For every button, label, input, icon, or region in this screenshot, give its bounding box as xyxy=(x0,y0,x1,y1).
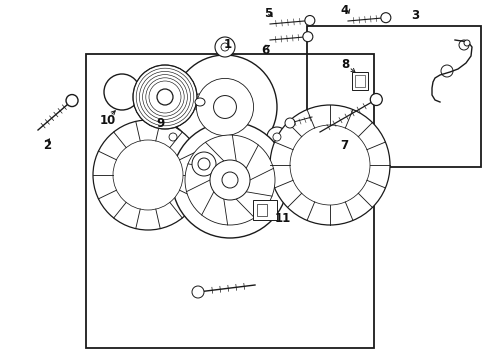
Circle shape xyxy=(285,118,295,128)
Bar xyxy=(253,200,277,220)
Bar xyxy=(307,26,481,167)
Circle shape xyxy=(222,172,238,188)
Text: 4: 4 xyxy=(341,4,349,17)
Text: 6: 6 xyxy=(261,44,269,57)
Bar xyxy=(86,54,374,348)
Circle shape xyxy=(192,152,216,176)
Circle shape xyxy=(214,95,237,118)
Bar xyxy=(355,75,365,87)
Circle shape xyxy=(267,127,287,147)
Circle shape xyxy=(273,133,281,141)
Circle shape xyxy=(113,140,183,210)
Circle shape xyxy=(169,133,177,141)
Circle shape xyxy=(133,65,197,129)
Circle shape xyxy=(290,125,370,205)
Text: 7: 7 xyxy=(340,139,348,152)
Circle shape xyxy=(93,120,203,230)
Ellipse shape xyxy=(195,98,205,106)
Bar xyxy=(257,204,267,216)
Circle shape xyxy=(66,95,78,107)
Bar xyxy=(352,72,368,90)
Circle shape xyxy=(381,13,391,23)
Circle shape xyxy=(305,15,315,26)
Text: 5: 5 xyxy=(264,6,272,19)
Text: 2: 2 xyxy=(43,139,51,152)
Text: 1: 1 xyxy=(224,37,232,50)
Circle shape xyxy=(303,32,313,42)
Circle shape xyxy=(221,43,229,51)
Circle shape xyxy=(185,135,275,225)
Circle shape xyxy=(163,127,183,147)
Text: 3: 3 xyxy=(411,9,419,22)
Circle shape xyxy=(196,78,254,136)
Text: 8: 8 xyxy=(341,58,349,71)
Circle shape xyxy=(270,105,390,225)
Circle shape xyxy=(215,37,235,57)
Circle shape xyxy=(157,89,173,105)
Text: 11: 11 xyxy=(275,212,291,225)
Text: 10: 10 xyxy=(100,113,116,126)
Circle shape xyxy=(173,55,277,159)
Circle shape xyxy=(210,160,250,200)
Circle shape xyxy=(464,40,470,46)
Ellipse shape xyxy=(190,94,210,110)
Text: 9: 9 xyxy=(156,117,164,130)
Circle shape xyxy=(192,286,204,298)
Circle shape xyxy=(198,158,210,170)
Circle shape xyxy=(172,122,288,238)
Circle shape xyxy=(370,94,382,105)
